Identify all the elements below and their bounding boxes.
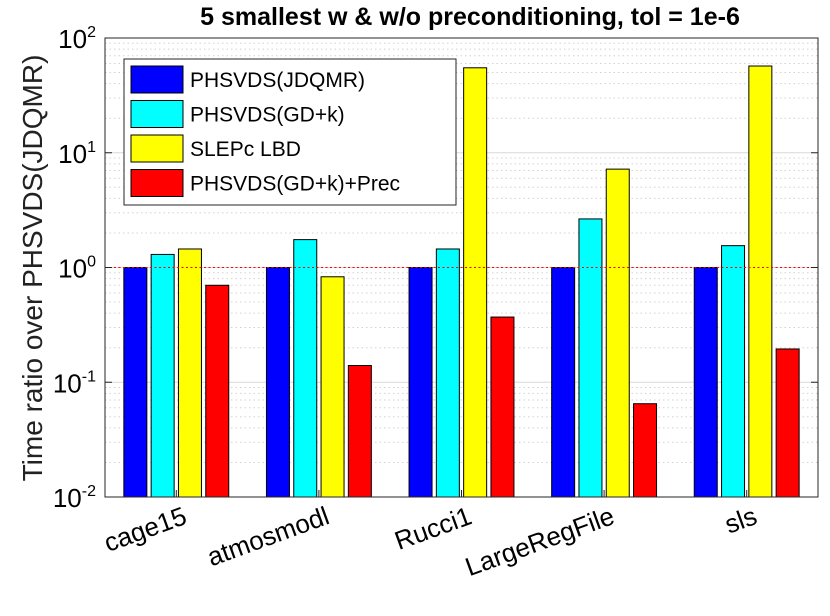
bar [150, 253, 175, 498]
bar [205, 284, 230, 498]
bar [463, 67, 488, 498]
chart-title: 5 smallest w & w/o preconditioning, tol … [200, 3, 740, 31]
y-tick-label: 10-2 [53, 483, 96, 513]
bar [320, 276, 345, 498]
bar [177, 248, 202, 498]
bar [123, 267, 148, 498]
y-tick-label: 10-1 [53, 368, 96, 398]
bar [265, 267, 290, 498]
legend-entry: PHSVDS(GD+k)+Prec [190, 173, 400, 196]
legend-swatch [130, 134, 184, 163]
legend-entry: PHSVDS(JDQMR) [190, 69, 365, 92]
bar [748, 65, 773, 498]
bar [293, 239, 318, 498]
bar [693, 267, 718, 498]
bar [408, 267, 433, 498]
bar [605, 168, 630, 498]
legend-swatch [130, 169, 184, 197]
bar [721, 245, 746, 498]
bar [633, 403, 658, 498]
bar [775, 348, 800, 498]
bar [435, 248, 460, 498]
bar [578, 218, 603, 498]
legend-swatch [130, 65, 184, 94]
legend-swatch [130, 100, 184, 128]
y-tick-label: 102 [58, 24, 96, 54]
y-tick-label: 100 [58, 254, 96, 284]
legend-entry: SLEPc LBD [190, 138, 301, 161]
legend-entry: PHSVDS(GD+k) [190, 104, 345, 127]
y-tick-label: 101 [58, 139, 96, 169]
bar [551, 267, 576, 498]
y-axis-label: Time ratio over PHSVDS(JDQMR) [17, 55, 48, 482]
bar [490, 316, 515, 498]
bar [347, 364, 372, 498]
